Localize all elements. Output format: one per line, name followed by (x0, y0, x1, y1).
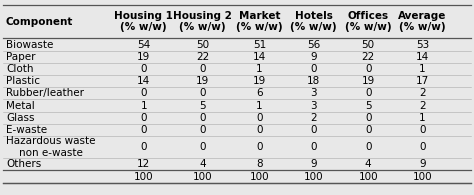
Text: 50: 50 (362, 40, 375, 50)
Text: Component: Component (6, 17, 73, 27)
Text: 9: 9 (310, 159, 317, 169)
Text: 0: 0 (365, 64, 372, 74)
Text: 9: 9 (310, 52, 317, 62)
Text: Rubber/leather: Rubber/leather (6, 88, 84, 98)
Text: 0: 0 (365, 142, 372, 152)
Text: 2: 2 (310, 113, 317, 123)
Text: 0: 0 (256, 113, 263, 123)
Text: 0: 0 (200, 64, 206, 74)
Text: 4: 4 (200, 159, 206, 169)
Text: 19: 19 (362, 76, 375, 86)
Text: 6: 6 (256, 88, 263, 98)
Text: Biowaste: Biowaste (6, 40, 53, 50)
Text: Hazardous waste
non e-waste: Hazardous waste non e-waste (6, 136, 95, 158)
Text: 0: 0 (256, 142, 263, 152)
Text: 0: 0 (365, 125, 372, 135)
Text: 2: 2 (419, 88, 426, 98)
Text: 22: 22 (362, 52, 375, 62)
Text: 22: 22 (196, 52, 210, 62)
Text: 0: 0 (419, 125, 426, 135)
Text: 0: 0 (365, 113, 372, 123)
Text: 18: 18 (307, 76, 320, 86)
Text: Glass: Glass (6, 113, 35, 123)
Text: 2: 2 (419, 101, 426, 111)
Text: 14: 14 (137, 76, 150, 86)
Text: Market
(% w/w): Market (% w/w) (236, 11, 283, 32)
Text: 14: 14 (253, 52, 266, 62)
Text: Hotels
(% w/w): Hotels (% w/w) (291, 11, 337, 32)
Text: 100: 100 (304, 172, 324, 182)
Text: 1: 1 (256, 101, 263, 111)
Text: 19: 19 (253, 76, 266, 86)
Text: Plastic: Plastic (6, 76, 40, 86)
Text: 5: 5 (365, 101, 372, 111)
Text: 1: 1 (140, 101, 147, 111)
Text: Cloth: Cloth (6, 64, 33, 74)
Text: 19: 19 (137, 52, 150, 62)
Text: 0: 0 (310, 125, 317, 135)
Text: 8: 8 (256, 159, 263, 169)
Text: 50: 50 (196, 40, 210, 50)
Text: 0: 0 (140, 64, 147, 74)
Text: 0: 0 (200, 88, 206, 98)
Text: 51: 51 (253, 40, 266, 50)
Text: 0: 0 (200, 125, 206, 135)
Text: Metal: Metal (6, 101, 35, 111)
Text: 12: 12 (137, 159, 150, 169)
Text: 100: 100 (250, 172, 269, 182)
Text: E-waste: E-waste (6, 125, 47, 135)
Text: 14: 14 (416, 52, 429, 62)
Text: 3: 3 (310, 88, 317, 98)
Text: 0: 0 (310, 142, 317, 152)
Text: 0: 0 (256, 125, 263, 135)
Text: 54: 54 (137, 40, 150, 50)
Text: 3: 3 (310, 101, 317, 111)
Text: 0: 0 (200, 142, 206, 152)
Text: Housing 1
(% w/w): Housing 1 (% w/w) (114, 11, 173, 32)
Text: 100: 100 (358, 172, 378, 182)
Text: 1: 1 (419, 113, 426, 123)
Text: 1: 1 (419, 64, 426, 74)
Text: Paper: Paper (6, 52, 36, 62)
Text: 56: 56 (307, 40, 320, 50)
Text: Offices
(% w/w): Offices (% w/w) (345, 11, 392, 32)
Text: 0: 0 (310, 64, 317, 74)
Text: Average
(% w/w): Average (% w/w) (398, 11, 447, 32)
Text: Housing 2
(% w/w): Housing 2 (% w/w) (173, 11, 232, 32)
Text: 5: 5 (200, 101, 206, 111)
Text: Others: Others (6, 159, 41, 169)
Text: 19: 19 (196, 76, 210, 86)
Text: 53: 53 (416, 40, 429, 50)
Text: 9: 9 (419, 159, 426, 169)
Text: 17: 17 (416, 76, 429, 86)
Text: 4: 4 (365, 159, 372, 169)
Text: 0: 0 (140, 125, 147, 135)
Text: 0: 0 (140, 113, 147, 123)
Text: 0: 0 (140, 88, 147, 98)
Text: 0: 0 (365, 88, 372, 98)
Text: 0: 0 (419, 142, 426, 152)
Text: 100: 100 (134, 172, 154, 182)
Text: 0: 0 (200, 113, 206, 123)
Text: 1: 1 (256, 64, 263, 74)
Text: 100: 100 (413, 172, 432, 182)
Text: 100: 100 (193, 172, 212, 182)
Text: 0: 0 (140, 142, 147, 152)
